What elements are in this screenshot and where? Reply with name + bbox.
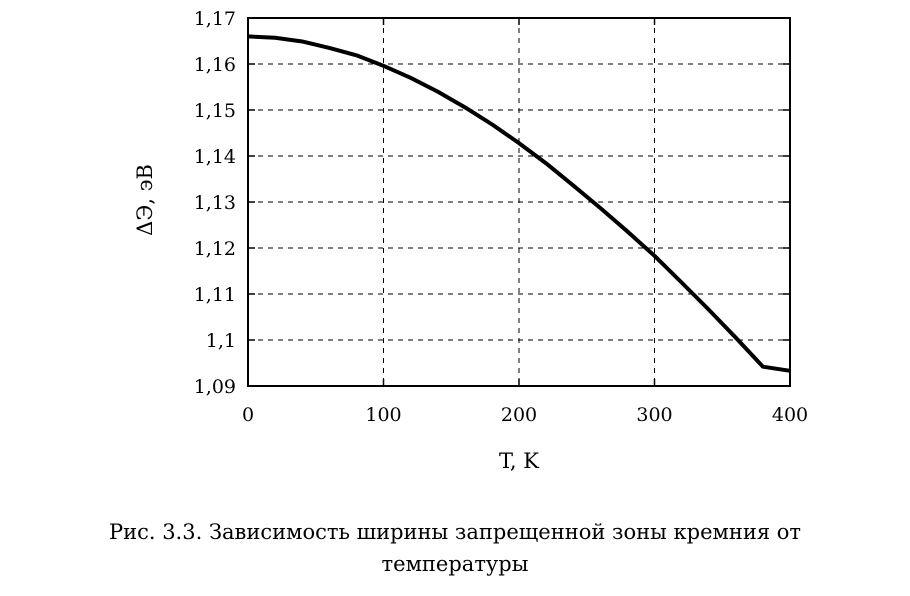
band-gap-curve <box>247 34 791 373</box>
caption-line-1: Рис. 3.3. Зависимость ширины запрещенной… <box>108 520 802 544</box>
y-tick-label: 1,11 <box>194 284 236 306</box>
grid-lines <box>247 17 791 387</box>
chart: 0 100 200 300 400 1,09 1,1 1,11 1,12 1,13 1,14 1,15… <box>133 8 808 473</box>
tick-labels: 0 100 200 300 400 1,09 1,1 1,11 1,12 1,13 1,14 1,15… <box>194 8 808 426</box>
y-tick-label: 1,17 <box>194 8 236 30</box>
x-tick-label: 200 <box>501 404 537 426</box>
x-tick-label: 0 <box>242 404 254 426</box>
y-tick-label: 1,15 <box>194 100 236 122</box>
y-tick-label: 1,12 <box>194 238 236 260</box>
y-tick-label: 1,09 <box>194 376 236 398</box>
x-axis-label: T, K <box>499 449 539 473</box>
y-tick-label: 1,13 <box>194 192 236 214</box>
y-axis-label: ΔЭ, эВ <box>133 164 157 236</box>
y-tick-label: 1,1 <box>206 330 236 352</box>
y-tick-label: 1,14 <box>194 146 236 168</box>
plot-frame <box>247 17 791 387</box>
x-tick-label: 300 <box>636 404 672 426</box>
x-tick-label: 100 <box>365 404 401 426</box>
figure-caption: Рис. 3.3. Зависимость ширины запрещенной… <box>0 516 910 580</box>
y-tick-label: 1,16 <box>194 54 236 76</box>
caption-line-2: температуры <box>381 552 529 576</box>
x-tick-label: 400 <box>772 404 808 426</box>
